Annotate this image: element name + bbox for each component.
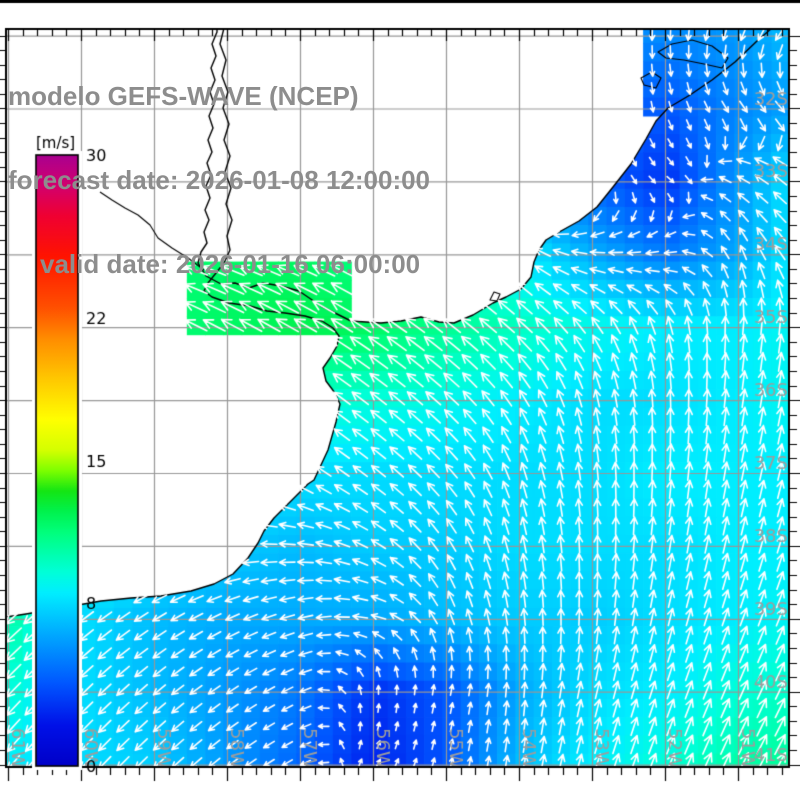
title-block: modelo GEFS-WAVE (NCEP) forecast date: 2… [8, 26, 430, 334]
model-title: modelo GEFS-WAVE (NCEP) [8, 81, 359, 111]
valid-date-line: valid date: 2026-01-16 06:00:00 [40, 249, 421, 279]
forecast-date-line: forecast date: 2026-01-08 12:00:00 [8, 165, 431, 195]
